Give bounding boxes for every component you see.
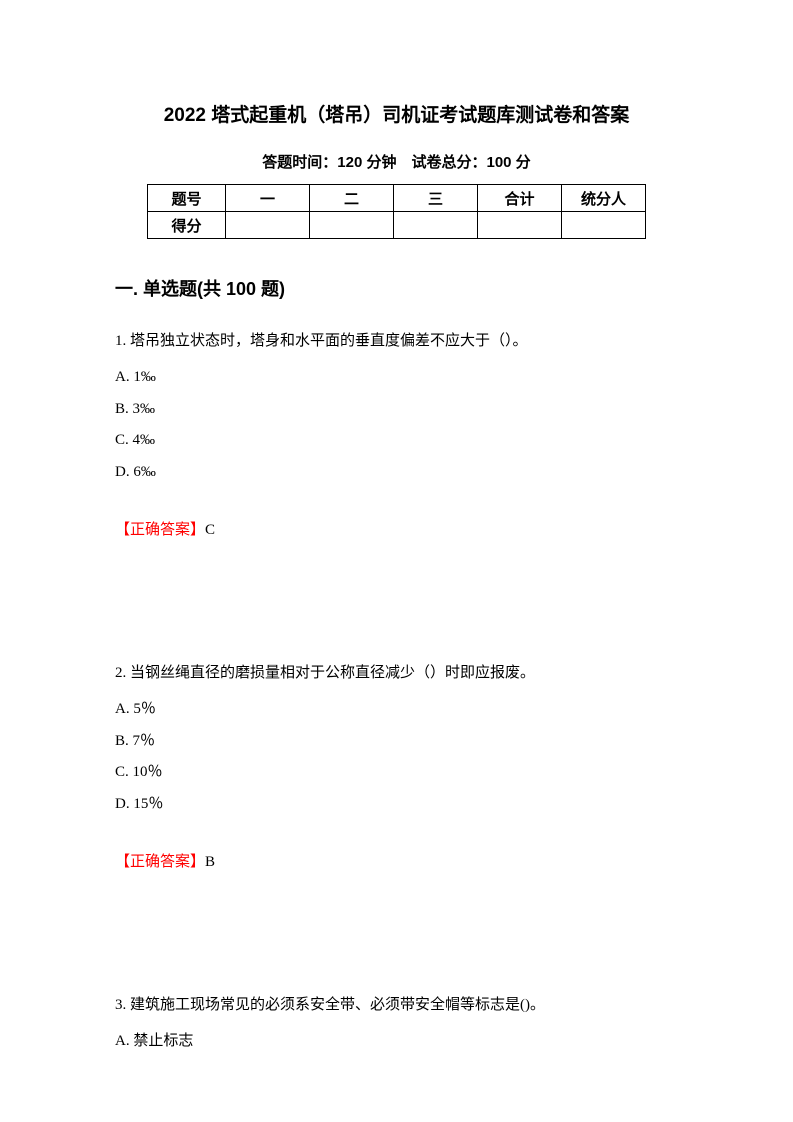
answer-value: C <box>205 522 215 538</box>
question-option: D. 6‰ <box>115 457 678 489</box>
table-cell <box>562 212 646 239</box>
exam-title: 2022 塔式起重机（塔吊）司机证考试题库测试卷和答案 <box>115 100 678 127</box>
answer-value: B <box>205 854 215 870</box>
table-header-cell: 三 <box>394 185 478 212</box>
correct-answer: 【正确答案】B <box>115 846 678 879</box>
table-row: 得分 <box>148 212 646 239</box>
question-option: B. 3‰ <box>115 394 678 426</box>
score-table: 题号 一 二 三 合计 统分人 得分 <box>147 184 646 239</box>
table-header-cell: 统分人 <box>562 185 646 212</box>
table-cell <box>478 212 562 239</box>
question-option: A. 禁止标志 <box>115 1026 678 1058</box>
question-prompt: 3. 建筑施工现场常见的必须系安全带、必须带安全帽等标志是()。 <box>115 989 678 1022</box>
question-option: C. 4‰ <box>115 425 678 457</box>
correct-answer: 【正确答案】C <box>115 514 678 547</box>
table-header-cell: 题号 <box>148 185 226 212</box>
table-cell <box>394 212 478 239</box>
table-cell <box>226 212 310 239</box>
spacer <box>115 879 678 989</box>
answer-label: 【正确答案】 <box>115 522 205 538</box>
answer-label: 【正确答案】 <box>115 854 205 870</box>
table-header-cell: 合计 <box>478 185 562 212</box>
exam-meta: 答题时间：120 分钟 试卷总分：100 分 <box>115 151 678 172</box>
question-option: B. 7％ <box>115 726 678 758</box>
question-option: C. 10％ <box>115 757 678 789</box>
section-header: 一. 单选题(共 100 题) <box>115 275 678 301</box>
question-prompt: 2. 当钢丝绳直径的磨损量相对于公称直径减少（）时即应报废。 <box>115 657 678 690</box>
question-option: A. 1‰ <box>115 362 678 394</box>
question-option: D. 15％ <box>115 789 678 821</box>
table-header-cell: 二 <box>310 185 394 212</box>
question-prompt: 1. 塔吊独立状态时，塔身和水平面的垂直度偏差不应大于（）。 <box>115 325 678 358</box>
table-cell: 得分 <box>148 212 226 239</box>
table-row: 题号 一 二 三 合计 统分人 <box>148 185 646 212</box>
question-option: A. 5％ <box>115 694 678 726</box>
spacer <box>115 547 678 657</box>
table-header-cell: 一 <box>226 185 310 212</box>
table-cell <box>310 212 394 239</box>
